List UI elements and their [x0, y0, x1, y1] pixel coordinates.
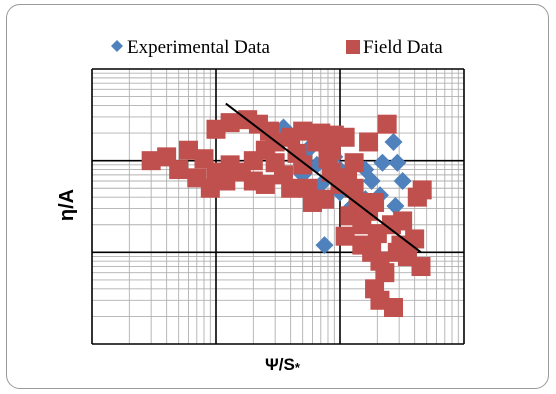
data-point-field — [359, 132, 379, 152]
data-point-field — [344, 153, 364, 173]
data-point-field — [375, 263, 395, 283]
data-point-field — [281, 178, 301, 198]
y-axis-label: η/A — [56, 189, 78, 221]
legend-marker-field — [346, 40, 360, 54]
data-point-field — [412, 180, 432, 200]
legend-label-experimental: Experimental Data — [127, 37, 271, 58]
data-point-field — [169, 160, 189, 180]
data-point-field — [216, 171, 236, 191]
data-point-experimental — [393, 172, 412, 191]
data-point-experimental — [315, 236, 334, 255]
data-point-field — [411, 257, 431, 277]
data-point-field — [178, 140, 198, 160]
data-point-field — [255, 140, 275, 160]
data-point-field — [315, 189, 335, 209]
data-point-field — [393, 211, 413, 231]
data-point-experimental — [362, 172, 381, 191]
legend: Experimental Data Field Data — [111, 37, 443, 58]
data-point-field — [405, 229, 425, 249]
data-point-field — [318, 149, 338, 169]
data-point-field — [287, 143, 307, 163]
data-point-experimental — [384, 132, 403, 151]
data-point-field — [255, 174, 275, 194]
data-point-field — [377, 114, 397, 134]
data-point-experimental — [386, 197, 405, 216]
x-axis-label: Ψ/S* — [265, 355, 301, 375]
data-point-field — [383, 298, 403, 318]
plot-marks — [141, 102, 432, 318]
data-point-field — [141, 151, 161, 171]
x-axis-label-main: Ψ/S — [265, 355, 295, 374]
data-point-field — [335, 226, 355, 246]
legend-label-field: Field Data — [363, 37, 443, 58]
data-point-experimental — [388, 153, 407, 172]
data-point-experimental — [373, 153, 392, 172]
legend-marker-experimental — [111, 40, 123, 52]
data-point-field — [200, 178, 220, 198]
x-axis-label-sub: * — [295, 360, 301, 375]
data-point-field — [220, 113, 240, 133]
data-point-field — [365, 192, 385, 212]
trendline — [225, 102, 422, 254]
